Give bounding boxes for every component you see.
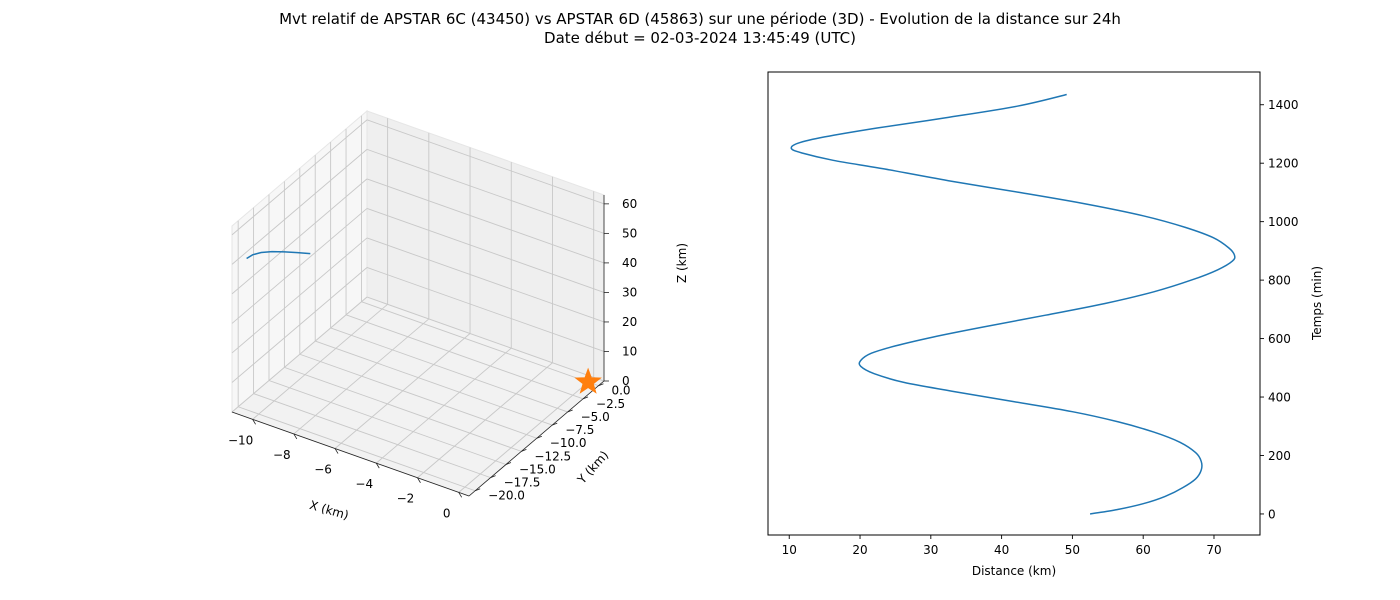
- x-tick-label: −6: [314, 463, 332, 477]
- grid-z-backwall: [366, 296, 605, 382]
- grid-y-floor: [284, 366, 522, 452]
- z-tick-label: 0: [622, 374, 630, 388]
- title-line-1: Mvt relatif de APSTAR 6C (43450) vs APST…: [279, 10, 1121, 28]
- x-tick-label: −10: [228, 433, 253, 447]
- y-tick-label: −7.5: [565, 423, 594, 437]
- x-tick: [417, 477, 421, 483]
- x-tick: [375, 462, 380, 469]
- y-tick-label: −17.5: [504, 476, 541, 490]
- z-tick-label: 60: [622, 197, 637, 211]
- y-tick: [567, 409, 573, 413]
- z-tick-label: 20: [622, 315, 637, 329]
- y-tick: [598, 383, 604, 387]
- grid-z-backwall: [366, 208, 605, 293]
- y-tick-label: −15.0: [519, 462, 556, 476]
- y-tick-label: 600: [1268, 332, 1291, 346]
- y-tick-label: −10.0: [550, 436, 587, 450]
- x-tick-label: −8: [273, 448, 291, 462]
- z-tick-label: 10: [622, 344, 637, 358]
- x-tick: [458, 492, 463, 498]
- y-axis-label-time: Temps (min): [1310, 266, 1324, 341]
- y-tick-label: 400: [1268, 391, 1291, 405]
- z-tick-label: 40: [622, 256, 637, 270]
- grid-z-leftwall: [231, 208, 368, 324]
- grid-y-floor: [345, 314, 584, 400]
- origin-star-marker: [574, 367, 602, 394]
- x-tick: [334, 448, 339, 454]
- y-tick: [521, 448, 527, 452]
- grid-z-backwall: [366, 267, 605, 352]
- z-tick-label: 30: [622, 285, 637, 299]
- y-tick: [490, 475, 496, 478]
- grid-y-floor: [253, 393, 491, 479]
- axes-2d-frame: [767, 71, 1261, 536]
- grid-y-floor: [238, 406, 476, 492]
- axes-3d-tick-labels: −10−8−6−4−200.0−2.5−5.0−7.5−10.0−12.5−15…: [228, 197, 637, 520]
- grid-y-floor: [268, 380, 507, 465]
- title-line-2: Date début = 02-03-2024 13:45:49 (UTC): [544, 29, 856, 47]
- grid-z-backwall: [366, 178, 605, 264]
- x-tick-label: 0: [443, 506, 451, 520]
- x-tick-label: 50: [1065, 543, 1080, 557]
- y-tick-label: 800: [1268, 274, 1291, 288]
- y-tick: [475, 488, 481, 492]
- z-axis-label: Z (km): [675, 243, 689, 283]
- grid-z-leftwall: [231, 119, 368, 236]
- distance-curve: [790, 93, 1236, 515]
- grid-y-floor: [361, 301, 599, 387]
- x-tick-label: 20: [852, 543, 867, 557]
- y-tick-label: −12.5: [534, 449, 571, 463]
- axes-2d-data: [790, 93, 1236, 515]
- x-tick: [293, 433, 298, 440]
- y-tick-label: 200: [1268, 449, 1291, 463]
- y-tick: [552, 422, 558, 426]
- y-axis-label: Y (km): [574, 448, 611, 487]
- y-tick-label: 1000: [1268, 215, 1299, 229]
- x-tick-label: −4: [355, 477, 373, 491]
- axes-3d-grid: [231, 115, 605, 493]
- grid-z-leftwall: [231, 149, 368, 265]
- y-tick: [505, 462, 512, 465]
- grid-z-backwall: [366, 237, 605, 323]
- grid-y-floor: [330, 327, 568, 413]
- grid-z-leftwall: [231, 267, 368, 383]
- relative-trajectory-line: [246, 250, 311, 260]
- axes-2d-ticks: 10 20 30 40 50 60 70 0 200 400 600 800 1000 1200 1400: [782, 98, 1299, 557]
- y-tick-label: 0.0: [611, 384, 630, 398]
- y-tick-label: 1200: [1268, 157, 1299, 171]
- y-tick-label: −20.0: [488, 489, 525, 503]
- grid-z-leftwall: [231, 178, 368, 295]
- grid-z-backwall: [366, 119, 605, 205]
- grid-y-floor: [315, 340, 553, 426]
- grid-z-leftwall: [231, 237, 368, 354]
- axes-3d-data: [246, 250, 602, 394]
- z-tick-label: 50: [622, 226, 637, 240]
- y-tick: [582, 396, 589, 400]
- x-axis-label-distance: Distance (km): [972, 564, 1056, 578]
- grid-y-floor: [299, 353, 537, 439]
- x-axis-line: [231, 411, 470, 497]
- grid-z-leftwall: [231, 296, 368, 413]
- axes-3d-panes: [231, 109, 605, 497]
- plot-3d-relative-motion: −10−8−6−4−200.0−2.5−5.0−7.5−10.0−12.5−15…: [228, 109, 689, 522]
- x-tick-label: −2: [397, 492, 415, 506]
- y-tick-label: 1400: [1268, 98, 1299, 112]
- x-axis-label: X (km): [308, 498, 350, 522]
- x-tick-label: 40: [994, 543, 1009, 557]
- x-tick-label: 60: [1136, 543, 1151, 557]
- figure-title: Mvt relatif de APSTAR 6C (43450) vs APST…: [0, 10, 1400, 48]
- y-tick: [536, 435, 542, 439]
- x-tick-label: 10: [782, 543, 797, 557]
- y-tick-label: −5.0: [581, 410, 610, 424]
- y-tick-label: −2.5: [596, 397, 625, 411]
- x-tick-label: 70: [1206, 543, 1221, 557]
- y-tick-label: 0: [1268, 507, 1276, 521]
- x-tick-label: 30: [923, 543, 938, 557]
- x-tick: [252, 419, 256, 425]
- grid-z-backwall: [366, 148, 605, 234]
